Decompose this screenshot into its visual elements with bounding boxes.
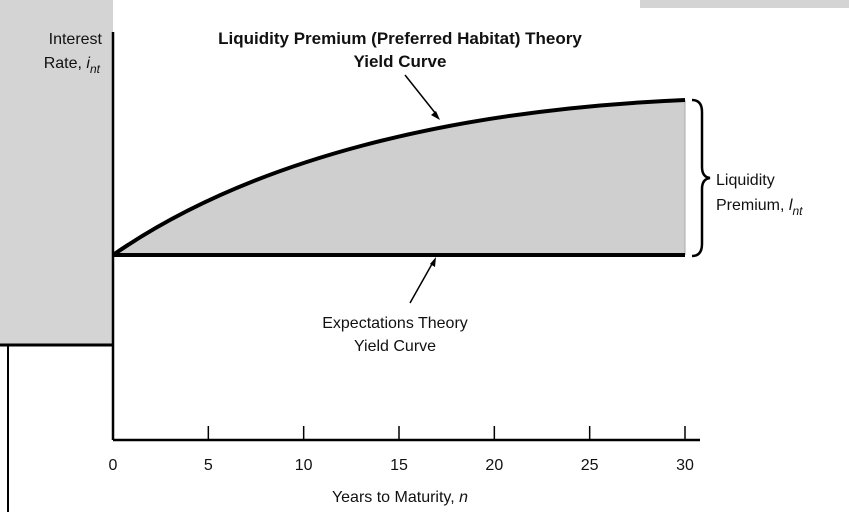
x-tick-label: 30 xyxy=(676,457,694,474)
x-tick-label: 15 xyxy=(390,457,408,474)
premium-area xyxy=(113,100,685,255)
arrowhead xyxy=(431,111,440,120)
annotation-subscript: nt xyxy=(792,204,803,218)
x-label-text: Years to Maturity, xyxy=(332,489,455,506)
x-tick-label: 5 xyxy=(204,457,213,474)
y-label: Interest xyxy=(49,31,103,48)
title: Yield Curve xyxy=(354,52,447,71)
x-label: Years to Maturity, n xyxy=(332,489,468,506)
annotation: Yield Curve xyxy=(354,338,436,355)
y-label: Rate, int xyxy=(44,55,101,76)
y-label-text: Rate, xyxy=(44,55,82,72)
background-panel xyxy=(640,0,849,8)
x-tick-label: 20 xyxy=(485,457,503,474)
x-label-symbol: n xyxy=(459,489,468,506)
annotation-text: Premium, xyxy=(716,197,784,214)
x-tick-label: 10 xyxy=(295,457,313,474)
annotation: Premium, lnt xyxy=(716,197,803,218)
x-tick-label: 0 xyxy=(109,457,118,474)
annotation-symbol: l xyxy=(789,197,793,214)
liquidity-curve xyxy=(111,98,686,257)
x-tick-label: 25 xyxy=(581,457,599,474)
arrow xyxy=(404,74,437,115)
y-label-symbol: i xyxy=(86,55,90,72)
arrow xyxy=(409,263,433,304)
background-panel xyxy=(0,0,113,345)
annotation: Liquidity xyxy=(716,172,775,189)
annotation: Expectations Theory xyxy=(322,315,468,332)
title: Liquidity Premium (Preferred Habitat) Th… xyxy=(218,29,582,48)
brace xyxy=(691,98,711,258)
arrowhead xyxy=(430,257,436,267)
y-label-subscript: nt xyxy=(90,62,101,76)
